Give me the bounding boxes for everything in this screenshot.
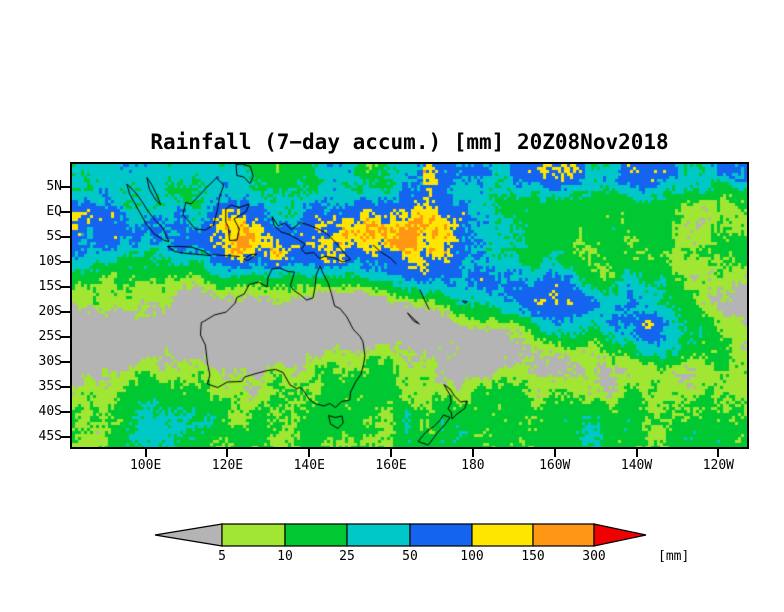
plot-title: Rainfall (7−day accum.) [mm] 20Z08Nov201…: [150, 130, 669, 154]
y-tick-label: 20S: [38, 304, 62, 319]
colorbar-segment: [154, 523, 223, 547]
y-tick-label: 5S: [46, 229, 62, 244]
y-axis-tick: [61, 436, 70, 438]
rainfall-map-canvas: [72, 164, 747, 447]
y-axis-tick: [61, 386, 70, 388]
y-axis-tick: [61, 286, 70, 288]
colorbar-segment: [284, 523, 348, 547]
x-tick-label: 160W: [539, 458, 571, 473]
y-tick-label: 25S: [38, 329, 62, 344]
y-axis-tick: [61, 261, 70, 263]
x-tick-label: 140W: [620, 458, 653, 473]
colorbar-label: 150: [521, 549, 544, 564]
colorbar-label: 50: [402, 549, 418, 564]
colorbar-segment: [593, 523, 647, 547]
colorbar-segments: [154, 523, 647, 547]
y-axis-tick: [61, 311, 70, 313]
colorbar-label: 25: [339, 549, 355, 564]
x-axis-tick: [553, 449, 556, 457]
x-axis-tick: [308, 449, 311, 457]
y-tick-label: 30S: [38, 354, 62, 369]
x-axis-tick: [635, 449, 638, 457]
x-axis-tick: [717, 449, 720, 457]
colorbar-label: 300: [582, 549, 605, 564]
x-tick-label: 180: [461, 458, 485, 473]
colorbar-label: 5: [218, 549, 226, 564]
x-tick-label: 120E: [211, 458, 244, 473]
x-axis-tick: [144, 449, 147, 457]
colorbar-label: 100: [460, 549, 483, 564]
colorbar-segment: [346, 523, 411, 547]
x-tick-label: 100E: [129, 458, 162, 473]
y-axis-tick: [61, 411, 70, 413]
colorbar-segment: [221, 523, 286, 547]
x-tick-label: 160E: [375, 458, 407, 473]
x-tick-label: 120W: [702, 458, 735, 473]
y-tick-label: 10S: [38, 254, 62, 269]
colorbar: 5 10 25 50 100 150 300 [mm]: [154, 523, 689, 564]
y-axis-tick: [61, 211, 70, 213]
y-axis-tick: [61, 336, 70, 338]
x-axis-tick: [390, 449, 393, 457]
y-tick-label: 45S: [38, 429, 62, 444]
y-tick-label: 15S: [38, 279, 62, 294]
colorbar-label: 10: [277, 549, 293, 564]
y-axis-tick: [61, 186, 70, 188]
y-tick-label: 35S: [38, 379, 62, 394]
colorbar-segment: [532, 523, 595, 547]
colorbar-unit-label: [mm]: [658, 549, 689, 564]
y-tick-label: EQ: [46, 204, 62, 219]
x-axis-tick: [471, 449, 474, 457]
y-axis-tick: [61, 361, 70, 363]
colorbar-segment: [409, 523, 473, 547]
y-axis-tick: [61, 236, 70, 238]
colorbar-segment: [471, 523, 534, 547]
y-tick-label: 40S: [38, 404, 62, 419]
x-axis-tick: [226, 449, 229, 457]
x-tick-label: 140E: [293, 458, 325, 473]
y-tick-label: 5N: [46, 179, 62, 194]
